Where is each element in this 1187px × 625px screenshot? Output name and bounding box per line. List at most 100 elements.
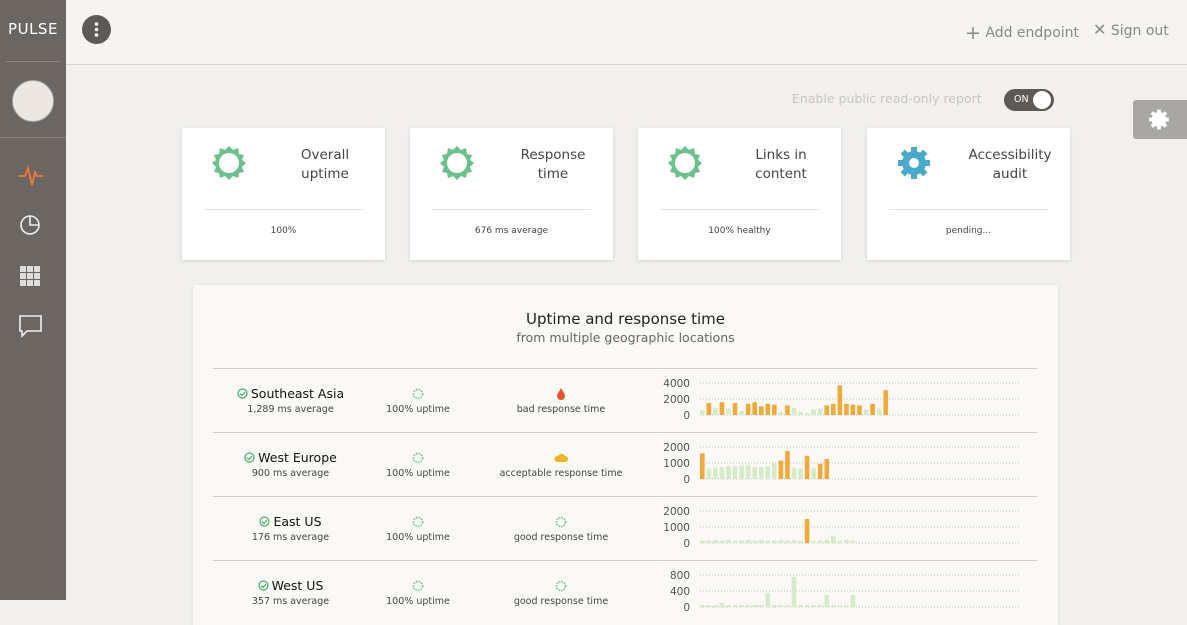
card: Links in content 100% healthy (638, 128, 841, 260)
card-value: 100% (270, 226, 297, 236)
y-tick-label: 0 (683, 474, 690, 486)
card-icon (212, 146, 246, 180)
status-icon (412, 516, 424, 528)
bar (765, 403, 771, 415)
bar (745, 539, 751, 543)
sign-out[interactable]: ✕ Sign out (1093, 20, 1169, 39)
nav-grid[interactable] (20, 266, 40, 286)
bar (706, 468, 712, 479)
bar (758, 605, 764, 607)
bar (811, 467, 816, 479)
bar (732, 466, 738, 479)
nav-activity[interactable] (19, 164, 43, 186)
toggle[interactable]: ON (1004, 89, 1054, 111)
bar (850, 404, 856, 415)
bar (739, 465, 744, 479)
card-divider (660, 209, 819, 210)
card-value: pending... (945, 226, 992, 236)
bar (726, 539, 731, 543)
menu-button[interactable] (82, 15, 111, 44)
panel-title: Uptime and response time (526, 310, 725, 328)
uptime: 100% uptime (386, 596, 450, 607)
bar (883, 390, 888, 415)
card: Response time 676 ms average (410, 128, 613, 260)
bar (726, 408, 731, 415)
brand: PULSE (8, 20, 58, 38)
location-name: West Europe (258, 450, 337, 465)
status-icon (412, 580, 424, 592)
bar (772, 404, 777, 415)
response: acceptable response time (499, 468, 623, 479)
card-icon (898, 147, 930, 179)
y-tick-label: 0 (683, 410, 690, 422)
bar (739, 411, 744, 415)
average: 357 ms average (251, 596, 330, 607)
bar (772, 605, 777, 607)
bar (798, 411, 803, 415)
location-row: West US 357 ms average 100% uptime good res… (213, 560, 1037, 625)
bar (791, 577, 797, 607)
y-tick-label: 2000 (663, 442, 690, 454)
bar (706, 403, 712, 415)
bar (765, 540, 771, 543)
bar (804, 455, 810, 479)
bar (844, 605, 849, 607)
bar (732, 605, 738, 607)
bar (798, 540, 803, 543)
y-tick-label: 0 (683, 602, 690, 614)
bar (752, 540, 757, 543)
bar (752, 467, 757, 479)
add-endpoint[interactable]: + Add endpoint (965, 22, 1080, 44)
average: 900 ms average (251, 468, 330, 479)
settings-tab[interactable] (1133, 100, 1187, 139)
bar (817, 605, 823, 607)
bar (831, 605, 836, 607)
card-icon (440, 146, 474, 180)
bar (778, 539, 784, 543)
bar (713, 467, 718, 479)
y-tick-label: 4000 (663, 378, 690, 390)
bar (870, 403, 875, 415)
nav-icons[interactable] (18, 163, 44, 343)
status-icon-shape (557, 388, 565, 400)
bar (791, 467, 797, 479)
bar (804, 413, 810, 415)
bar (719, 603, 725, 607)
bar (837, 540, 843, 543)
status-icon (555, 580, 567, 592)
response-chart: 0 1000 2000 (663, 506, 1021, 550)
y-tick-label: 400 (670, 586, 690, 598)
response-chart: 0 2000 4000 (663, 378, 1021, 422)
status-icon (557, 388, 565, 400)
card-title: Overall uptime (300, 147, 350, 182)
bar (811, 605, 816, 607)
status-icon (412, 452, 424, 464)
location-row: Southeast Asia 1,289 ms average 100% uptim… (213, 368, 1037, 433)
check-icon (244, 452, 255, 463)
y-tick-label: 1000 (663, 458, 690, 470)
settings-icon (1149, 109, 1169, 130)
card: Overall uptime 100% (182, 128, 385, 260)
bar (700, 605, 705, 607)
bar (739, 605, 744, 607)
bar (758, 406, 764, 415)
bar (785, 605, 790, 607)
bar (706, 605, 712, 607)
nav-messages[interactable] (19, 315, 42, 338)
bar (817, 408, 823, 415)
location: East US (213, 514, 368, 529)
bar (844, 539, 849, 543)
uptime: 100% uptime (386, 532, 450, 543)
bar (785, 540, 790, 543)
panel-subtitle: from multiple geographic locations (516, 330, 735, 345)
avatar[interactable] (12, 80, 54, 122)
bar (706, 540, 712, 543)
bar (739, 540, 744, 543)
toggle-state: ON (1014, 94, 1029, 105)
bar (778, 411, 784, 415)
bar (772, 540, 777, 543)
status-icon-shape (412, 580, 424, 592)
bar (804, 605, 810, 607)
toggle-knob (1033, 91, 1051, 109)
